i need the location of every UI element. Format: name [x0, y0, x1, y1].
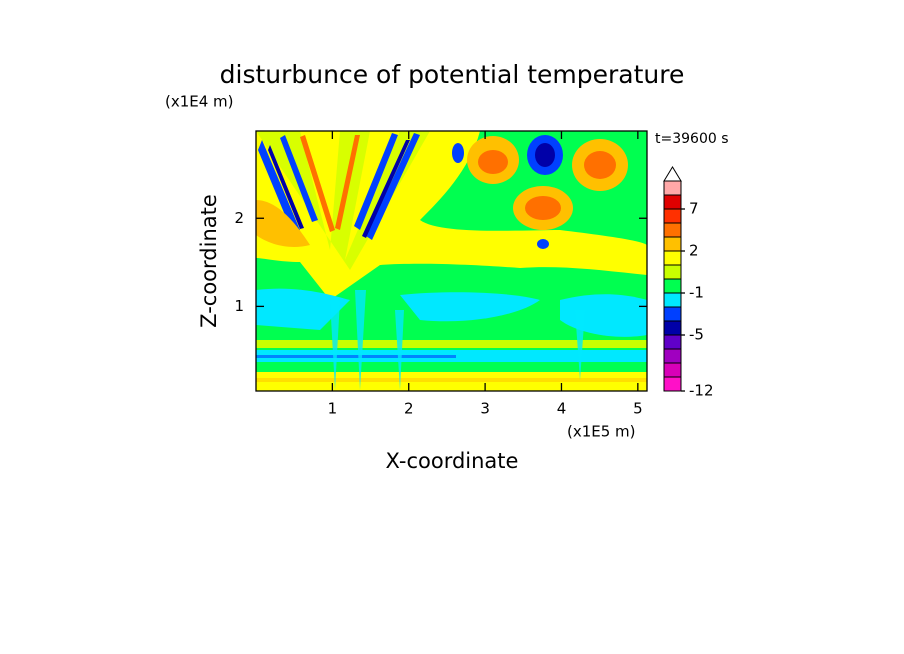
colorbar-swatch [663, 236, 682, 252]
colorbar-tick-label: -5 [689, 326, 704, 344]
time-annotation: t=39600 s [655, 131, 729, 147]
colorbar-swatch [663, 194, 682, 210]
colorbar-tick-label: 2 [689, 242, 699, 260]
colorbar-swatch [663, 376, 682, 392]
x-axis-label: X-coordinate [386, 449, 519, 473]
x-tick-label: 5 [633, 400, 643, 418]
colorbar-swatch [663, 334, 682, 350]
colorbar-swatch [663, 306, 682, 322]
colorbar-swatch [663, 264, 682, 280]
y-unit: (x1E4 m) [165, 93, 234, 111]
x-tick-label: 4 [557, 400, 567, 418]
colorbar-swatch [663, 278, 682, 294]
x-unit: (x1E5 m) [567, 423, 636, 441]
x-tick-label: 2 [404, 400, 414, 418]
x-tick-label: 3 [480, 400, 490, 418]
y-axis-label: Z-coordinate [197, 194, 221, 328]
chart-title: disturbunce of potential temperature [220, 60, 685, 89]
x-tick-label: 1 [328, 400, 338, 418]
colorbar-swatch [663, 222, 682, 238]
colorbar-tick-label: -1 [689, 284, 704, 302]
colorbar-swatch [663, 348, 682, 364]
colorbar-swatch [663, 320, 682, 336]
plot-frame [255, 130, 648, 392]
colorbar-tick-label: -12 [689, 382, 714, 400]
y-tick-label: 1 [234, 297, 244, 315]
colorbar-swatch [663, 250, 682, 266]
colorbar-swatch [663, 292, 682, 308]
colorbar-swatch [663, 362, 682, 378]
colorbar-extend [663, 166, 682, 182]
colorbar-swatch [663, 208, 682, 224]
contour-field [256, 131, 647, 391]
colorbar-tick-label: 7 [689, 200, 699, 218]
colorbar-swatch [663, 180, 682, 196]
y-tick-label: 2 [234, 209, 244, 227]
